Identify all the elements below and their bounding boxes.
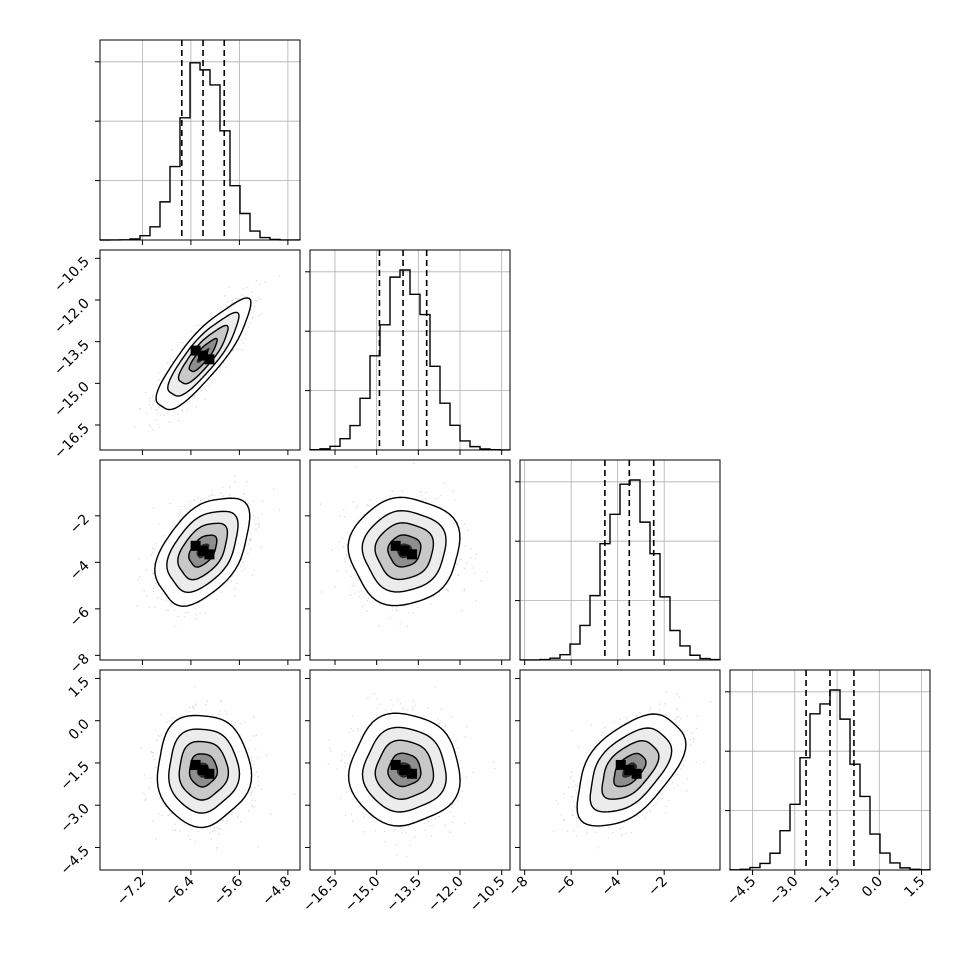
histogram-step bbox=[519, 479, 721, 661]
panel-frame bbox=[99, 459, 301, 661]
hist-panel-2 bbox=[515, 459, 721, 665]
density-peak-1 bbox=[204, 354, 215, 365]
density-peak-2 bbox=[399, 545, 410, 556]
density-peak-2 bbox=[198, 350, 209, 361]
y-tick-label: −6 bbox=[67, 604, 93, 630]
x-tick-label: −4.5 bbox=[724, 874, 759, 909]
x-tick-label: −13.5 bbox=[384, 874, 426, 916]
scatter-panel-3-2 bbox=[515, 669, 721, 875]
y-tick-label: −2 bbox=[67, 511, 93, 537]
x-tick-label: −16.5 bbox=[300, 874, 342, 916]
x-tick-label: −6 bbox=[552, 873, 578, 899]
hist-panel-0 bbox=[95, 39, 301, 245]
hist-panel-1 bbox=[305, 249, 511, 455]
x-tick-label: −15.0 bbox=[342, 874, 384, 916]
hist-frame bbox=[519, 459, 721, 661]
density-peak-1 bbox=[406, 768, 417, 779]
x-tick-label: −3.0 bbox=[766, 874, 801, 909]
panel-frame bbox=[309, 669, 511, 871]
scatter-panel-3-1 bbox=[305, 669, 511, 875]
y-tick-label: 1.5 bbox=[66, 674, 93, 701]
y-tick-label: −8 bbox=[67, 651, 93, 677]
hist-frame bbox=[729, 669, 931, 871]
scatter-panel-3-0 bbox=[95, 669, 301, 875]
density-peak-0 bbox=[190, 540, 201, 551]
y-tick-label: 0.0 bbox=[66, 716, 93, 743]
x-tick-label: −4.8 bbox=[259, 874, 294, 909]
panel-frame bbox=[99, 669, 301, 871]
hist-frame bbox=[99, 39, 301, 241]
density-peak-2 bbox=[399, 765, 410, 775]
panel-content bbox=[140, 686, 296, 851]
y-tick-label: −1.5 bbox=[57, 758, 92, 793]
scatter-panel-1-0 bbox=[95, 249, 301, 455]
density-peak-0 bbox=[390, 759, 401, 770]
y-tick-label: −3.0 bbox=[57, 801, 92, 836]
x-tick-label: −1.5 bbox=[809, 874, 844, 909]
histogram-step bbox=[729, 689, 931, 871]
density-peak-1 bbox=[204, 768, 215, 779]
panel-content bbox=[134, 275, 280, 431]
panel-frame bbox=[519, 669, 721, 871]
x-tick-label: −7.2 bbox=[114, 874, 149, 909]
x-tick-label: −5.6 bbox=[211, 873, 246, 908]
x-tick-label: −12.0 bbox=[425, 874, 467, 916]
density-peak-0 bbox=[190, 759, 201, 770]
x-tick-label: −6.4 bbox=[162, 873, 197, 908]
y-tick-label: −13.5 bbox=[51, 337, 93, 379]
x-tick-label: −10.5 bbox=[467, 874, 509, 916]
density-peak-1 bbox=[406, 549, 417, 560]
density-peak-2 bbox=[624, 765, 635, 775]
x-tick-label: 0.0 bbox=[859, 874, 886, 901]
panel-content bbox=[553, 691, 712, 849]
density-peak-1 bbox=[204, 549, 215, 560]
density-peak-1 bbox=[631, 768, 642, 779]
panel-frame bbox=[99, 249, 301, 451]
y-tick-label: −4.5 bbox=[57, 843, 92, 878]
density-peak-2 bbox=[198, 545, 209, 556]
density-peak-2 bbox=[198, 765, 209, 775]
density-peak-0 bbox=[190, 345, 201, 356]
panel-content bbox=[327, 686, 496, 857]
hist-panel-3 bbox=[725, 669, 931, 875]
panel-frame bbox=[309, 459, 511, 661]
histogram-step bbox=[99, 62, 301, 241]
panel-content bbox=[319, 462, 489, 627]
histogram-step bbox=[309, 269, 511, 451]
x-tick-label: −4 bbox=[599, 873, 625, 899]
x-tick-label: −2 bbox=[645, 874, 671, 900]
y-tick-label: −16.5 bbox=[51, 421, 93, 463]
y-tick-label: −10.5 bbox=[51, 254, 93, 296]
y-tick-label: −12.0 bbox=[51, 296, 93, 338]
density-peak-0 bbox=[390, 540, 401, 551]
scatter-panel-2-0 bbox=[95, 459, 301, 665]
hist-background bbox=[100, 40, 300, 240]
x-tick-label: −8 bbox=[506, 874, 532, 900]
x-tick-label: 1.5 bbox=[901, 874, 928, 901]
panel-content bbox=[136, 475, 281, 627]
density-peak-0 bbox=[615, 759, 626, 770]
y-tick-label: −15.0 bbox=[51, 379, 93, 421]
y-tick-label: −4 bbox=[67, 558, 93, 584]
hist-frame bbox=[309, 249, 511, 451]
scatter-panel-2-1 bbox=[305, 459, 511, 665]
